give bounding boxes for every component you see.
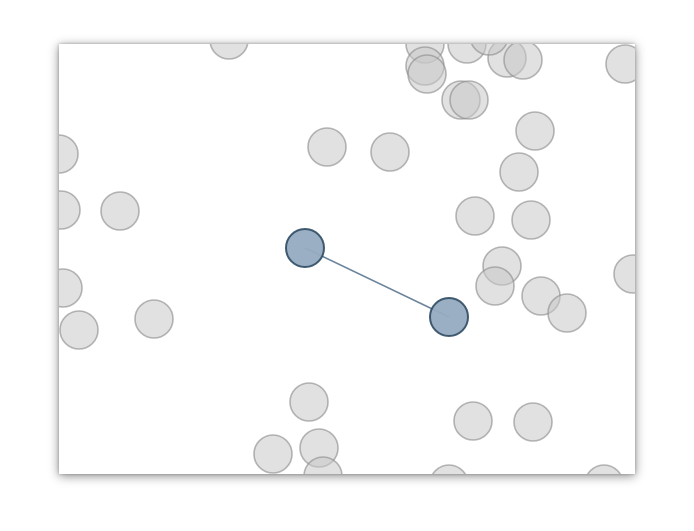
graph-node[interactable] xyxy=(449,80,489,120)
graph-node[interactable] xyxy=(430,464,468,474)
graph-node[interactable] xyxy=(370,132,410,172)
link-line xyxy=(304,247,450,318)
graph-node[interactable] xyxy=(59,190,81,230)
graph-node[interactable] xyxy=(475,266,515,306)
graph-node[interactable] xyxy=(453,401,493,441)
graph-node[interactable] xyxy=(59,268,83,308)
graph-node[interactable] xyxy=(289,382,329,422)
graph-node[interactable] xyxy=(511,200,551,240)
graph-node[interactable] xyxy=(515,111,555,151)
graph-node[interactable] xyxy=(303,456,343,474)
selected-node[interactable] xyxy=(429,297,469,337)
graph-node[interactable] xyxy=(134,299,174,339)
graph-node[interactable] xyxy=(547,293,587,333)
graph-node[interactable] xyxy=(605,44,635,84)
graph-node[interactable] xyxy=(407,54,447,94)
graph-node[interactable] xyxy=(613,254,635,294)
graph-node[interactable] xyxy=(59,134,79,174)
graph-node[interactable] xyxy=(59,310,99,350)
graph-node[interactable] xyxy=(209,44,249,60)
graph-node[interactable] xyxy=(470,44,508,56)
graph-node[interactable] xyxy=(585,464,623,474)
graph-node[interactable] xyxy=(499,152,539,192)
graph-node[interactable] xyxy=(455,196,495,236)
node-graph[interactable] xyxy=(59,44,635,474)
graph-node[interactable] xyxy=(100,191,140,231)
graph-node[interactable] xyxy=(307,127,347,167)
graph-node[interactable] xyxy=(253,434,293,474)
canvas-stage[interactable] xyxy=(59,44,635,474)
graph-node[interactable] xyxy=(503,44,543,80)
graph-node[interactable] xyxy=(513,402,553,442)
selected-node[interactable] xyxy=(285,228,325,268)
